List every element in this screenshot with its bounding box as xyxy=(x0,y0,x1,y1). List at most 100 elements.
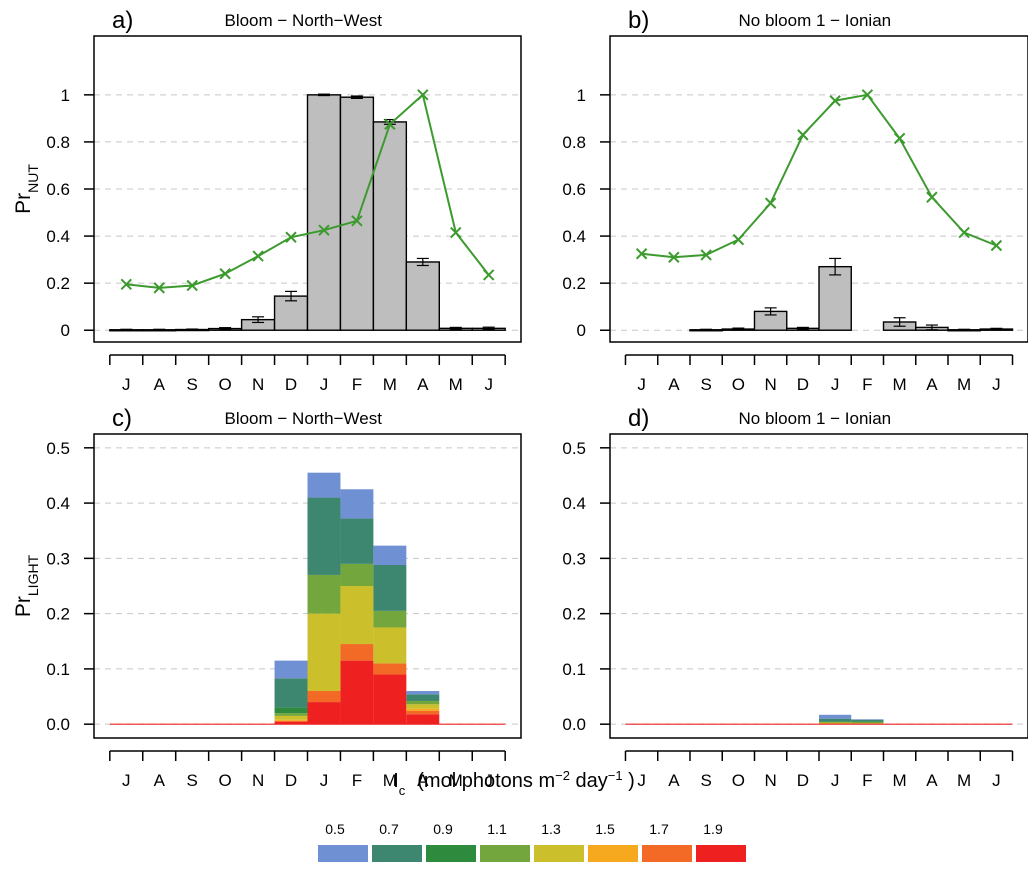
series-line xyxy=(641,93,997,259)
marker-stroke xyxy=(186,279,198,292)
line-marker xyxy=(351,215,363,227)
x-tick-label: J xyxy=(992,771,1001,790)
stacked-bar-segment-1.1 xyxy=(819,721,852,723)
x-tick-label: A xyxy=(668,771,680,790)
stacked-bar-segment-1.1 xyxy=(274,713,308,716)
legend-swatch-0.7 xyxy=(372,845,422,862)
legend-label: 1.9 xyxy=(703,821,723,837)
y-tick-label: 0.3 xyxy=(562,549,586,568)
x-tick-label: N xyxy=(764,375,776,394)
legend: Ic (mol photons m−2 day−1 ) 0.5 0.7 0.9 1.1 1… xyxy=(318,768,746,862)
line-marker xyxy=(450,226,462,239)
x-tick-label: M xyxy=(957,771,971,790)
panel-b: 00.20.40.60.81J A S O N D J F M A M Jb) No bloom 1 −… xyxy=(562,7,1028,394)
line-marker xyxy=(252,250,264,262)
y-axis-label: PrLIGHT xyxy=(12,554,41,617)
stacked-bar-segment-0.7 xyxy=(340,518,374,564)
panel-label: c) xyxy=(112,405,132,432)
legend-swatch-1.7 xyxy=(642,845,692,862)
stacked-bar-segment-1.1 xyxy=(307,574,341,614)
stacked-bar-segment-0.9 xyxy=(819,721,852,722)
x-tick-label: M xyxy=(449,771,463,790)
stacked-bar-segment-1.7 xyxy=(373,663,407,675)
stacked-bar-segment-1.5 xyxy=(406,708,440,711)
panel-d: 0.00.10.20.30.40.5J A S O N D J F M A M Jd) No bloom… xyxy=(562,405,1028,790)
line-marker xyxy=(483,269,495,281)
y-tick-label: 1 xyxy=(61,86,70,105)
stacked-bar-segment-0.5 xyxy=(851,719,884,720)
y-tick-label: 0.6 xyxy=(46,180,70,199)
marker-stroke xyxy=(252,250,264,262)
stacked-bar-segment-0.7 xyxy=(274,678,308,708)
line-marker xyxy=(764,197,777,209)
x-tick-label: O xyxy=(219,771,232,790)
x-tick-label: J xyxy=(992,375,1001,394)
y-tick-label: 0.0 xyxy=(562,715,586,734)
line-marker xyxy=(797,129,809,141)
y-axis-label: PrNUT xyxy=(12,164,41,214)
x-tick-label: D xyxy=(797,375,809,394)
bar xyxy=(372,121,408,331)
y-tick-label: 0.4 xyxy=(46,494,70,513)
x-tick-label: S xyxy=(700,375,711,394)
y-tick-label: 0.5 xyxy=(46,439,70,458)
stacked-bar-segment-1.1 xyxy=(340,563,374,586)
line-marker xyxy=(700,249,712,261)
marker-stroke xyxy=(926,191,938,203)
y-tick-label: 0.2 xyxy=(46,605,70,624)
x-tick-label: S xyxy=(187,771,198,790)
line-marker xyxy=(120,278,132,291)
y-tick-label: 0.3 xyxy=(46,549,70,568)
marker-stroke xyxy=(732,233,745,246)
panel-label: d) xyxy=(628,405,649,432)
stacked-bar-segment-1.3 xyxy=(274,715,308,720)
x-tick-label: J xyxy=(320,771,329,790)
stacked-bar-segment-0.7 xyxy=(851,719,884,722)
stacked-bar-segment-1.9 xyxy=(340,660,374,725)
y-tick-label: 0.5 xyxy=(562,439,586,458)
legend-label: 1.3 xyxy=(541,821,561,837)
legend-swatch-1.9 xyxy=(696,845,746,862)
line-marker xyxy=(285,231,297,243)
stacked-bar-segment-1.1 xyxy=(373,610,407,628)
x-tick-label: M xyxy=(957,375,971,394)
stacked-bar-segment-1.7 xyxy=(307,691,341,703)
stacked-bar-segment-1.3 xyxy=(307,613,341,692)
line-marker xyxy=(732,233,745,246)
x-tick-label: A xyxy=(154,771,166,790)
y-tick-label: 0.8 xyxy=(46,133,70,152)
x-tick-label: J xyxy=(122,771,131,790)
bar xyxy=(818,265,852,331)
x-tick-label: D xyxy=(285,375,297,394)
x-tick-label: S xyxy=(700,771,711,790)
stacked-bar-segment-0.9 xyxy=(851,721,884,722)
stacked-bar-segment-0.5 xyxy=(819,714,852,719)
bar xyxy=(273,295,309,331)
marker-stroke xyxy=(384,118,396,130)
panel-title: Bloom − North−West xyxy=(224,409,382,428)
panel-a: 0 0.2 0.4 0.6 0.8 1 J A S O N D J F M A M Ja) Bloom − Nort… xyxy=(12,7,522,394)
stacked-bar-segment-1.7 xyxy=(340,644,374,661)
y-axis-label-sub: LIGHT xyxy=(25,554,41,596)
x-tick-label: J xyxy=(637,771,646,790)
panel-label: b) xyxy=(628,7,649,34)
marker-stroke xyxy=(861,89,874,101)
y-axis-label-main: Pr xyxy=(12,193,35,214)
stacked-bar-segment-1.1 xyxy=(406,700,440,705)
stacked-bar-segment-1.3 xyxy=(406,704,440,709)
x-tick-label: J xyxy=(831,771,840,790)
stacked-bar-segment-0.7 xyxy=(307,497,341,575)
line-marker xyxy=(990,239,1003,252)
y-tick-label: 1 xyxy=(577,86,586,105)
stacked-bar-segment-1.9 xyxy=(373,674,407,725)
y-tick-label: 0.1 xyxy=(46,660,70,679)
y-tick-label: 0.2 xyxy=(562,274,586,293)
stacked-bar-segment-1.9 xyxy=(307,702,341,725)
line-marker xyxy=(153,282,165,294)
marker-stroke xyxy=(285,231,297,243)
marker-stroke xyxy=(318,224,330,236)
panel-label: a) xyxy=(112,7,133,34)
x-tick-label: F xyxy=(862,375,872,394)
y-axis-label-sub: NUT xyxy=(25,164,41,193)
